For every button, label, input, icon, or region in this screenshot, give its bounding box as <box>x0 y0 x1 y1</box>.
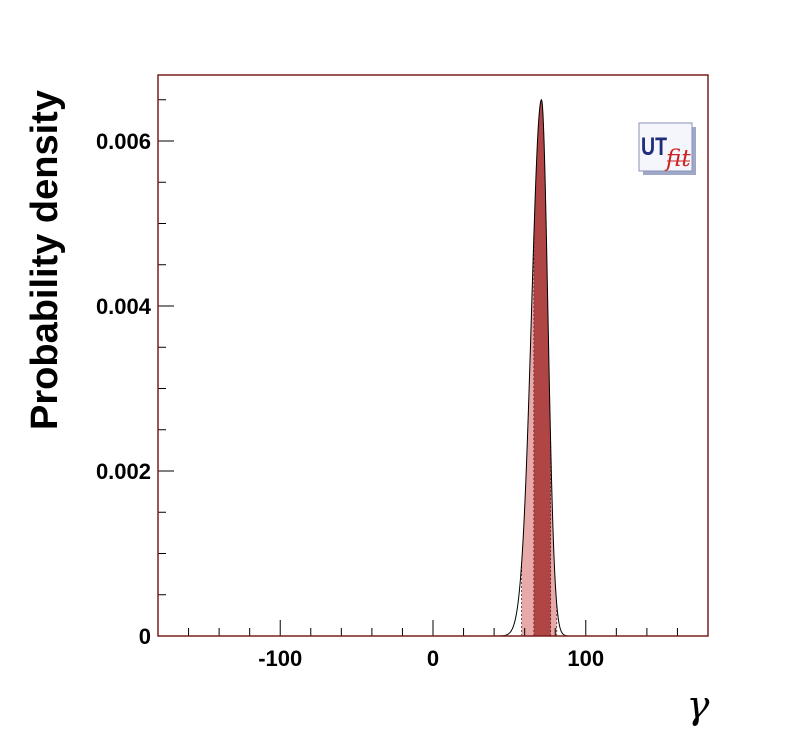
y-tick-label: 0.006 <box>96 129 151 154</box>
y-tick-label: 0.002 <box>96 459 151 484</box>
x-tick-label: 100 <box>567 646 604 671</box>
y-axis-label: Probability density <box>24 90 66 430</box>
x-tick-label: -100 <box>258 646 302 671</box>
y-tick-label: 0.004 <box>96 294 152 319</box>
x-tick-label: 0 <box>427 646 439 671</box>
utfit-logo: UT fit <box>638 122 696 175</box>
credible-interval-bands <box>521 99 558 636</box>
interval-68-band <box>533 99 551 636</box>
axis-tick-labels: -100 0 100 0 0.002 0.004 0.006 <box>96 129 604 671</box>
density-curve <box>158 98 708 637</box>
plot-frame <box>157 74 709 637</box>
x-axis-label: γ <box>687 683 710 727</box>
logo-fit-text: fit <box>664 146 691 172</box>
axis-ticks <box>158 99 678 636</box>
y-tick-label: 0 <box>139 624 151 649</box>
logo-ut-text: UT <box>641 133 667 161</box>
